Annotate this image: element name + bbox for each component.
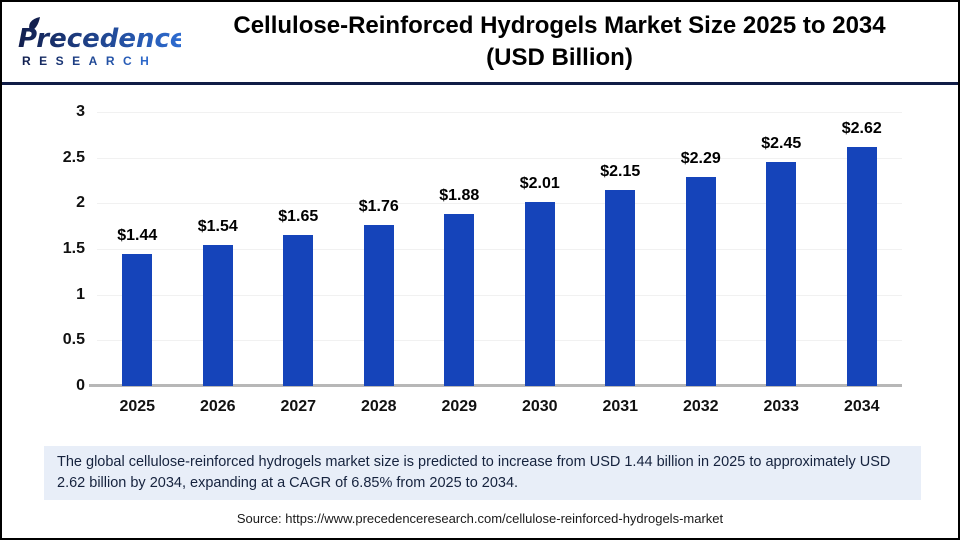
logo-wordmark: Precedence [18, 24, 181, 54]
y-tick-label: 0.5 [62, 331, 85, 349]
y-tick-label: 3 [76, 103, 85, 120]
gridline [97, 340, 902, 342]
bar [524, 202, 555, 386]
bar-value-label: $2.45 [761, 135, 802, 153]
bar-value-label: $1.65 [278, 208, 319, 226]
bar-value-label: $1.88 [439, 187, 480, 205]
x-tick-label: 2025 [119, 398, 156, 415]
x-tick-label: 2033 [763, 398, 800, 415]
leaf-icon [29, 17, 40, 32]
x-tick-label: 2030 [521, 398, 558, 415]
x-tick-label: 2031 [602, 398, 639, 415]
bar-value-label: $2.29 [680, 149, 721, 167]
summary-note: The global cellulose-reinforced hydrogel… [44, 446, 921, 500]
gridline [97, 112, 902, 113]
y-tick-label: 2.5 [62, 148, 85, 166]
x-tick-label: 2026 [199, 398, 236, 415]
header-divider [2, 82, 958, 85]
x-tick-label: 2027 [280, 398, 317, 415]
bar-value-label: $2.01 [519, 175, 560, 193]
gridline [97, 249, 902, 250]
bar-value-label: $2.15 [600, 162, 641, 180]
logo-subtitle: RESEARCH [22, 54, 157, 68]
bar [444, 214, 475, 386]
bar [202, 245, 233, 386]
x-tick-label: 2034 [843, 398, 880, 415]
bar [605, 189, 636, 386]
source-line: Source: https://www.precedenceresearch.c… [236, 511, 724, 526]
gridline [97, 294, 902, 296]
y-tick-label: 0 [76, 377, 85, 394]
bar-value-label: $1.76 [358, 198, 399, 216]
x-axis-baseline [89, 384, 902, 387]
bar-value-label: $2.62 [841, 119, 882, 137]
bar-value-label: $1.44 [117, 227, 158, 245]
bar [766, 162, 797, 386]
header: Precedence RESEARCH Cellulose-Reinforced… [2, 2, 958, 82]
chart-title-line2: (USD Billion) [486, 44, 633, 71]
bar-value-label: $1.54 [197, 218, 238, 236]
x-tick-label: 2032 [682, 398, 719, 415]
chart-title: Cellulose-Reinforced Hydrogels Market Si… [181, 10, 958, 74]
x-tick-label: 2028 [360, 398, 397, 415]
bar [122, 254, 153, 386]
gridline [97, 203, 902, 205]
precedence-research-logo: Precedence RESEARCH [18, 17, 181, 68]
x-tick-label: 2029 [441, 398, 478, 415]
y-tick-label: 1.5 [62, 240, 85, 257]
bar [846, 146, 877, 386]
chart-title-line1: Cellulose-Reinforced Hydrogels Market Si… [233, 12, 886, 39]
y-tick-label: 2 [76, 194, 85, 212]
bar [363, 225, 394, 386]
y-tick-label: 1 [76, 285, 85, 303]
plot-area: 0 0.5 1 1.5 2 2.5 3 $1.44 2025 $1.54 2026 $1.65 2027… [63, 103, 902, 415]
gridline [97, 157, 902, 159]
bar [283, 235, 314, 386]
bar [685, 176, 716, 386]
